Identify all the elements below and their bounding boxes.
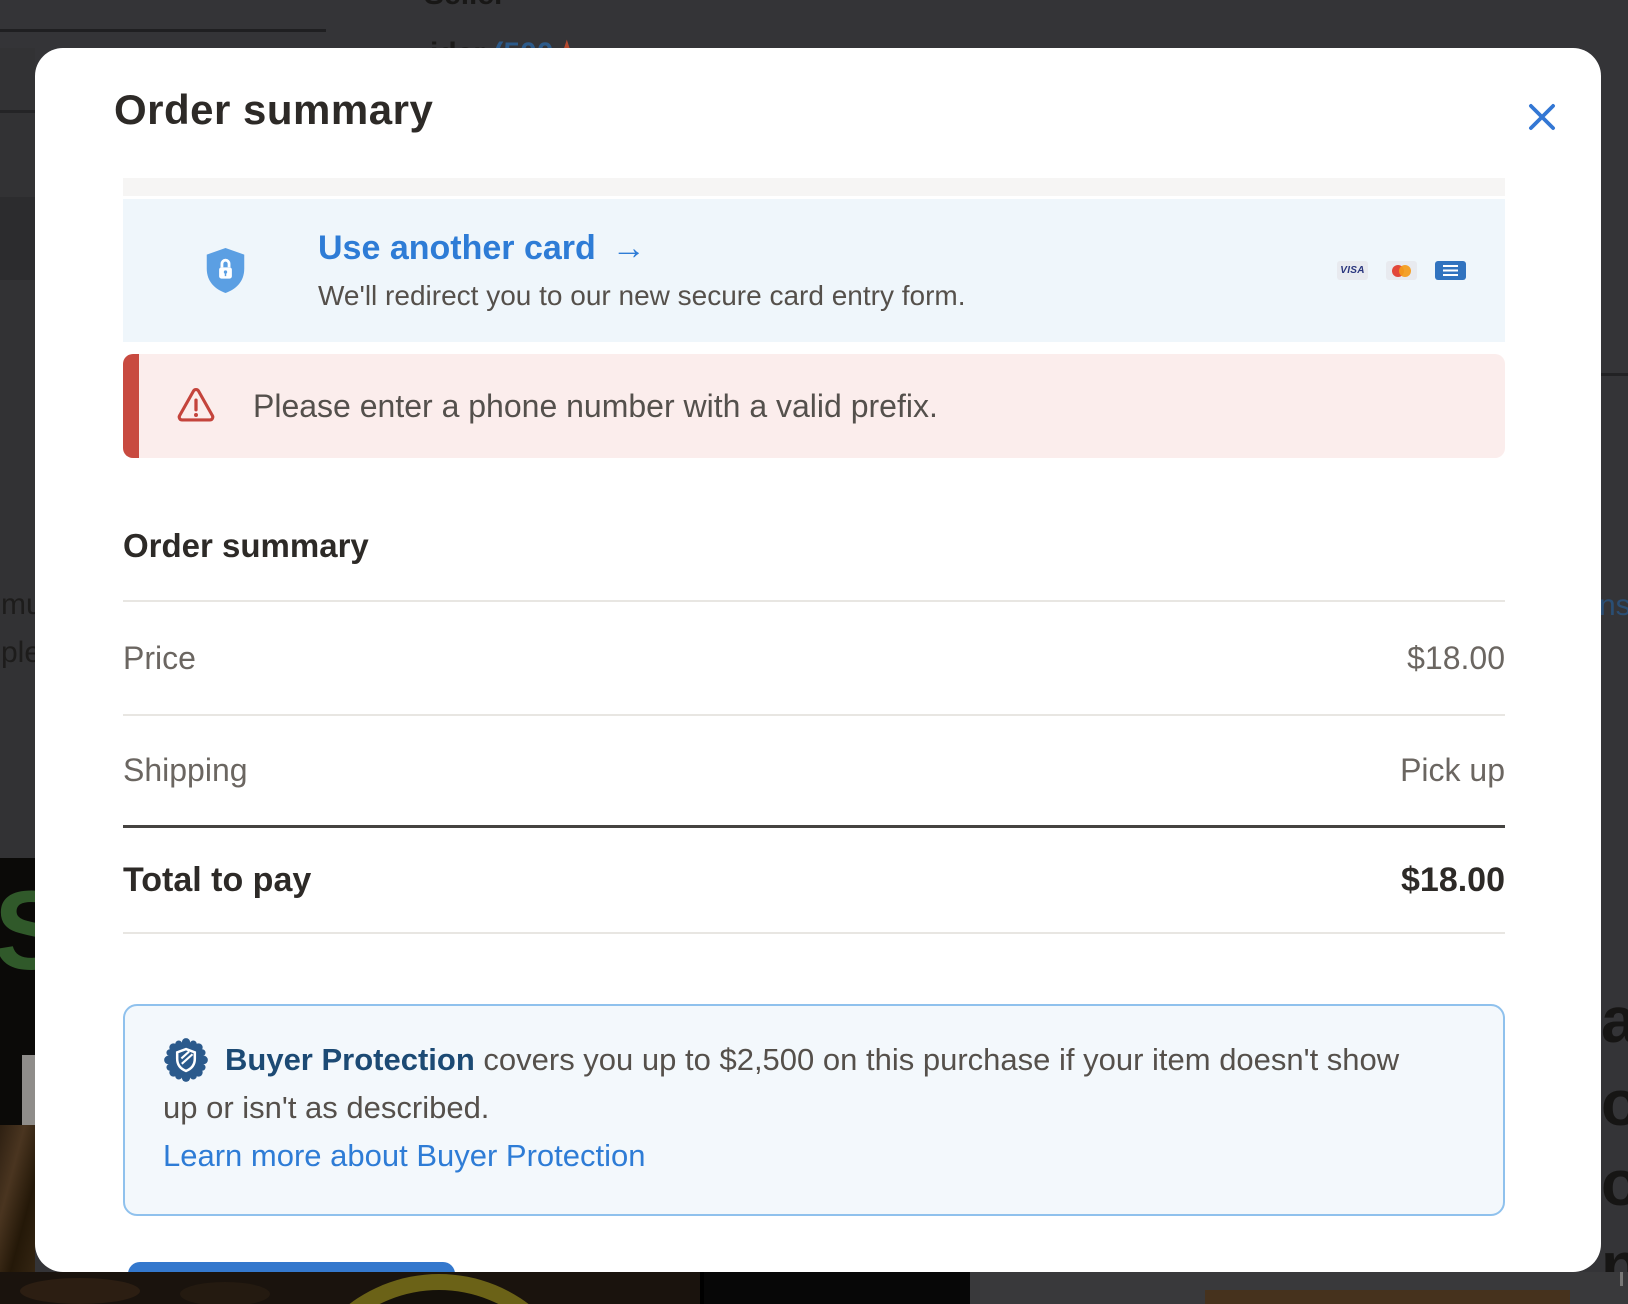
error-message: Please enter a phone number with a valid… [253, 387, 938, 424]
price-label: Price [123, 639, 196, 676]
accepted-cards: VISA [1337, 261, 1466, 280]
warning-triangle-icon [177, 388, 215, 422]
amex-card-icon [1435, 261, 1466, 280]
backdrop-photo-detail [22, 1055, 35, 1125]
price-row: Price $18.00 [123, 602, 1505, 714]
modal-scroll-content: Use another card → We'll redirect you to… [35, 48, 1601, 1216]
card-redirect-subtitle: We'll redirect you to our new secure car… [318, 280, 966, 311]
visa-card-icon: VISA [1337, 261, 1368, 280]
divider [123, 714, 1505, 716]
shipping-row: Shipping Pick up [123, 716, 1505, 825]
backdrop-seller-label: Seller [424, 0, 506, 12]
backdrop-bottom-strip [0, 1272, 1628, 1304]
backdrop-text-fragment: ple [1, 636, 35, 669]
buyer-protection-box: Buyer Protection covers you up to $2,500… [123, 1004, 1505, 1216]
backdrop-text-fragment: ns [1601, 589, 1628, 622]
use-another-card-link[interactable]: Use another card → [318, 229, 646, 267]
pay-button[interactable] [128, 1262, 455, 1272]
total-row: Total to pay $18.00 [123, 828, 1505, 932]
backdrop-photo-middle [700, 1272, 970, 1304]
backdrop-seller-rating-fragment: ider (500★ [430, 36, 580, 48]
summary-rows: Price $18.00 Shipping Pick up Total to p… [123, 600, 1505, 934]
secure-shield-lock-icon [206, 248, 245, 293]
backdrop-block [0, 197, 35, 280]
modal-title: Order summary [114, 86, 434, 133]
total-value: $18.00 [1401, 860, 1505, 899]
backdrop-top-strip: Seller ider (500★ [0, 0, 1628, 48]
backdrop-divider [0, 110, 35, 113]
total-label: Total to pay [123, 860, 312, 899]
backdrop-left-strip: mu ple S [0, 48, 35, 1304]
buyer-protection-text-1: covers you up to $2,500 on this purchase… [474, 1042, 1400, 1077]
divider [123, 600, 1505, 602]
backdrop-photo-edge [1620, 1272, 1623, 1286]
price-value: $18.00 [1407, 639, 1505, 676]
buyer-protection-title: Buyer Protection [225, 1042, 475, 1077]
use-another-card-section[interactable]: Use another card → We'll redirect you to… [123, 199, 1505, 342]
scrolled-card-edge [123, 178, 1505, 196]
backdrop-divider [0, 29, 326, 32]
star-icon: ★ [553, 37, 580, 48]
divider-dark [123, 825, 1505, 828]
backdrop-photo-arch [292, 1274, 586, 1304]
arrow-right-icon: → [611, 229, 646, 267]
shipping-label: Shipping [123, 752, 248, 788]
backdrop-text-fragment: oc [1601, 1147, 1628, 1219]
error-banner: Please enter a phone number with a valid… [123, 354, 1505, 458]
buyer-protection-learn-more-link[interactable]: Learn more about Buyer Protection [163, 1138, 646, 1173]
error-accent-bar [123, 354, 139, 458]
backdrop-text-fragment: a [1601, 984, 1628, 1056]
divider [123, 932, 1505, 934]
buyer-protection-badge-icon [164, 1038, 208, 1082]
backdrop-divider [1601, 373, 1628, 376]
backdrop-photo-left [0, 1272, 700, 1304]
close-button[interactable] [1523, 98, 1561, 136]
mastercard-icon [1386, 261, 1417, 280]
order-summary-modal: Order summary Use another card → We'll r… [35, 48, 1601, 1272]
backdrop-photo-bar [1205, 1290, 1570, 1304]
backdrop-product-photo: S [0, 858, 35, 1130]
backdrop-text-fragment: mu [1, 588, 35, 621]
shipping-value: Pick up [1400, 752, 1505, 788]
backdrop-right-strip: ns a o oc ns [1601, 48, 1628, 1304]
close-icon [1529, 104, 1555, 130]
backdrop-text-fragment: o [1601, 1067, 1628, 1139]
buyer-protection-text-2: up or isn't as described. [163, 1090, 490, 1125]
order-summary-heading: Order summary [123, 527, 369, 564]
